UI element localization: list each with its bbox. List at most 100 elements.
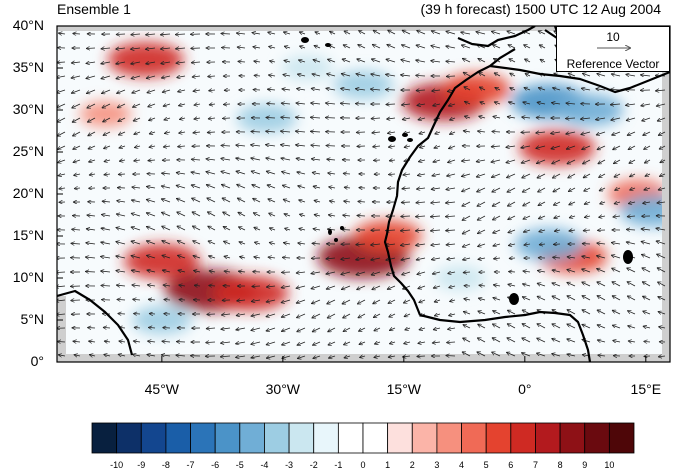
wind-vector: [357, 44, 366, 49]
wind-vector: [266, 300, 276, 302]
colorbar-swatch: [264, 422, 290, 454]
wind-vector: [236, 314, 246, 316]
wind-vector: [566, 145, 576, 149]
wind-vector: [297, 341, 306, 345]
wind-vector: [296, 272, 306, 273]
wind-vector: [446, 76, 456, 77]
wind-vector: [431, 90, 441, 91]
wind-vector: [57, 300, 66, 301]
wind-vector: [359, 342, 366, 345]
wind-vector: [342, 215, 351, 216]
wind-vector: [253, 213, 261, 217]
wind-vector: [208, 225, 216, 231]
wind-vector: [551, 354, 561, 356]
wind-vector: [72, 117, 81, 122]
wind-vector: [344, 356, 351, 358]
wind-vector: [103, 131, 111, 136]
wind-vector: [419, 146, 426, 148]
wind-vector: [611, 268, 621, 273]
wind-vector: [268, 213, 276, 216]
wind-vector: [161, 212, 171, 217]
wind-vector: [493, 285, 501, 286]
wind-vector: [358, 313, 366, 318]
wind-vector: [311, 299, 321, 304]
wind-vector: [448, 104, 456, 106]
wind-vector: [462, 215, 471, 220]
wind-vector: [283, 74, 291, 76]
wind-vector: [492, 338, 501, 343]
wind-vector: [314, 214, 321, 216]
wind-vector: [552, 257, 561, 258]
wind-vector: [251, 328, 261, 331]
wind-vector: [582, 324, 591, 329]
wind-vector: [567, 354, 576, 356]
wind-vector: [447, 328, 456, 329]
wind-vector: [298, 60, 306, 62]
wind-vector: [642, 295, 651, 301]
wind-vector: [658, 131, 666, 136]
wind-vector: [178, 104, 186, 106]
wind-vector: [386, 118, 396, 119]
wind-vector: [132, 354, 141, 356]
lon-tick-label: 0°: [518, 381, 532, 397]
wind-vector: [540, 59, 546, 62]
wind-vector: [357, 215, 366, 216]
wind-vector: [160, 62, 171, 64]
wind-vector: [641, 117, 651, 121]
wind-vector: [404, 146, 411, 147]
wind-vector: [326, 88, 336, 90]
wind-vector: [104, 174, 111, 175]
wind-vector: [400, 216, 411, 217]
wind-vector: [656, 241, 666, 245]
wind-vector: [597, 296, 606, 301]
wind-vector: [177, 240, 186, 245]
wind-vector: [433, 286, 441, 288]
wind-vector: [251, 131, 261, 132]
wind-vector: [356, 271, 366, 275]
wind-vector: [176, 355, 186, 356]
wind-vector: [492, 323, 501, 329]
wind-vector: [342, 299, 351, 305]
wind-vector: [119, 160, 126, 161]
wind-vector: [86, 76, 96, 79]
wind-vector: [87, 117, 96, 122]
wind-vector: [404, 314, 411, 317]
wind-vector: [193, 90, 201, 91]
wind-vector: [431, 188, 441, 189]
colorbar-swatch: [288, 422, 315, 454]
wind-vector: [162, 90, 171, 92]
wind-vector: [85, 257, 96, 258]
wind-vector: [551, 103, 561, 104]
wind-vector: [551, 145, 561, 149]
wind-vector: [581, 269, 591, 273]
wind-vector: [446, 188, 456, 190]
colorbar-label: -2: [309, 460, 318, 470]
wind-vector: [461, 45, 471, 49]
wind-vector: [102, 103, 111, 109]
wind-vector: [299, 214, 306, 216]
wind-vector: [118, 354, 126, 356]
wind-vector: [417, 272, 426, 275]
wind-vector: [221, 328, 231, 329]
wind-vector: [340, 258, 351, 259]
anomaly-patch: [131, 305, 192, 335]
wind-vector: [492, 311, 501, 315]
wind-vector: [595, 118, 606, 120]
wind-vector: [220, 158, 231, 160]
wind-vector: [597, 309, 606, 315]
wind-vector: [297, 186, 306, 188]
wind-vector: [281, 313, 291, 317]
wind-vector: [445, 61, 456, 62]
lat-tick-label: 15°N: [12, 227, 44, 243]
wind-vector: [583, 230, 591, 231]
wind-vector: [599, 188, 606, 191]
wind-vector: [310, 131, 321, 132]
wind-vector: [629, 159, 636, 163]
wind-vector: [284, 46, 291, 48]
wind-vector: [611, 74, 621, 76]
wind-vector: [582, 159, 591, 165]
wind-vector: [148, 118, 156, 121]
wind-vector: [581, 88, 591, 90]
wind-vector: [252, 33, 261, 34]
wind-vector: [372, 44, 381, 49]
